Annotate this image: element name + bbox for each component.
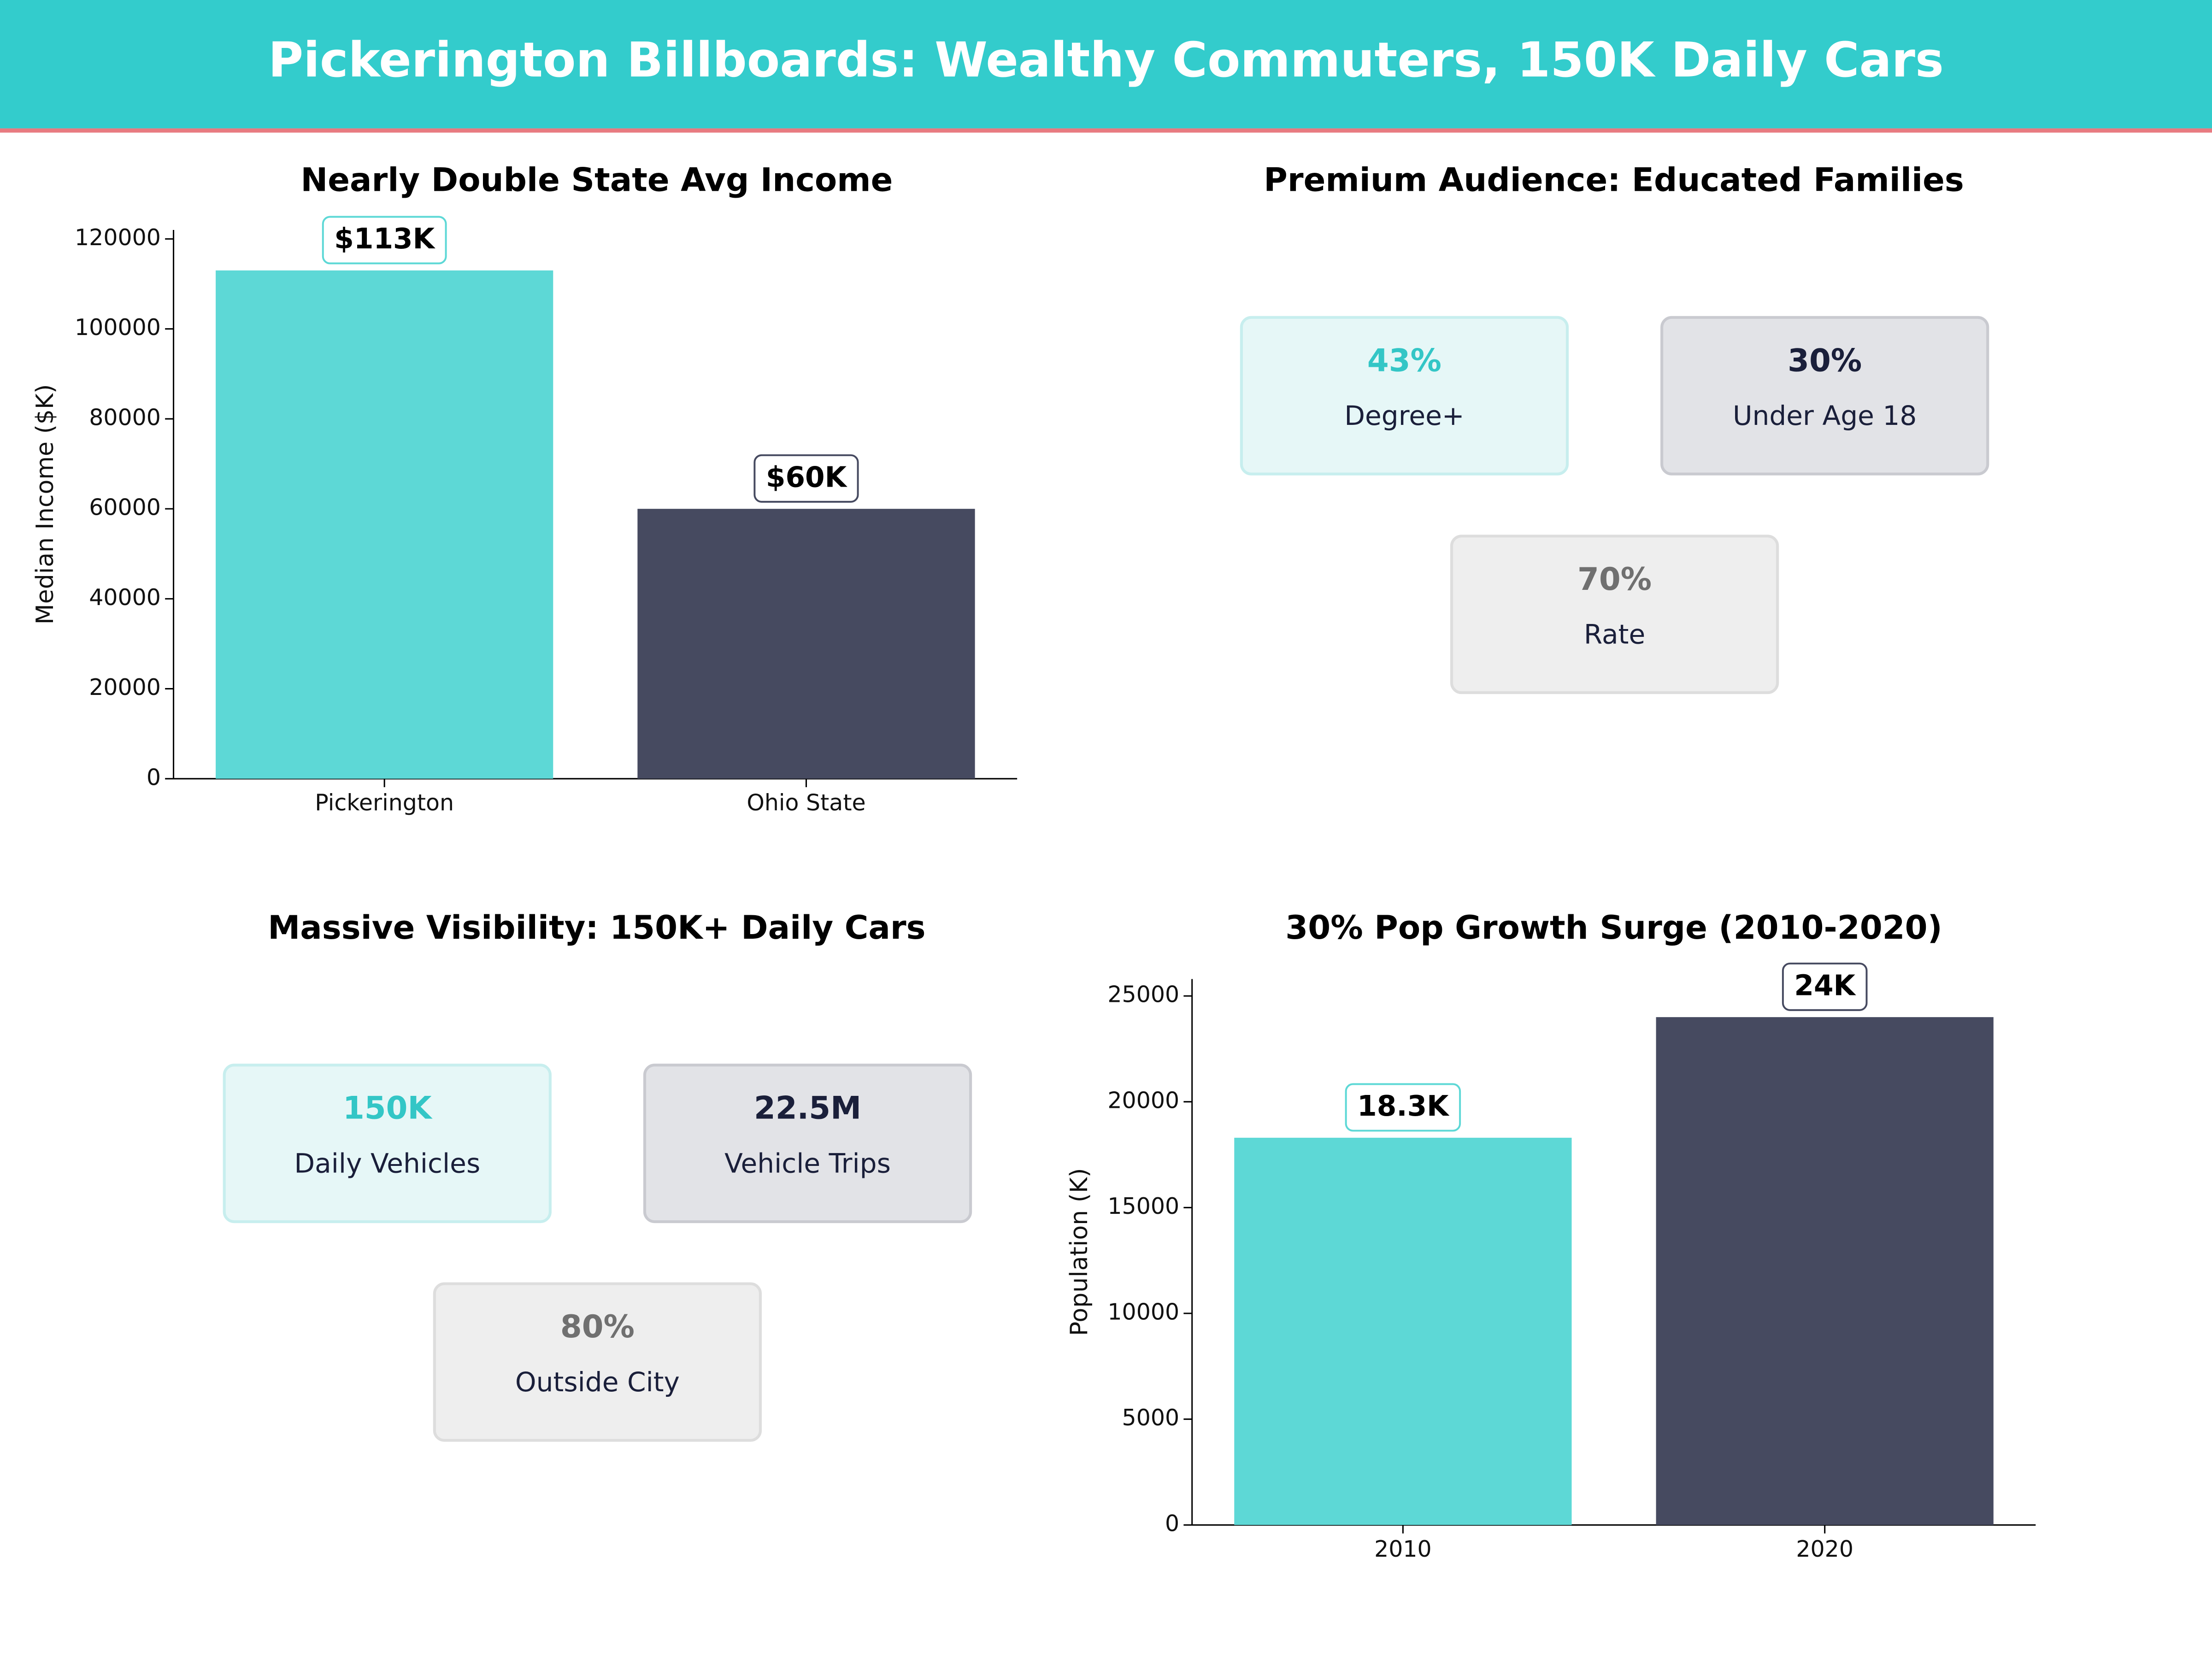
stat-card [1240, 316, 1569, 476]
stat-value: 70% [1577, 561, 1652, 597]
value-label: 18.3K [1357, 1090, 1450, 1123]
y-tick-label: 5000 [1122, 1405, 1180, 1431]
panel-title: 30% Pop Growth Surge (2010-2020) [1285, 909, 1942, 947]
stat-label: Daily Vehicles [294, 1148, 480, 1179]
stat-value: 80% [560, 1308, 635, 1345]
panel-title: Massive Visibility: 150K+ Daily Cars [268, 909, 925, 947]
y-tick-label: 60000 [89, 494, 161, 521]
stat-card [1660, 316, 1989, 476]
panel-title: Nearly Double State Avg Income [300, 161, 893, 199]
stat-card [433, 1282, 762, 1442]
value-label: $60K [766, 461, 848, 494]
bar [1234, 1137, 1572, 1525]
stat-label: Rate [1584, 619, 1645, 650]
stat-value: 22.5M [754, 1090, 861, 1126]
stat-value: 30% [1788, 342, 1862, 378]
x-tick-label: 2010 [1374, 1536, 1432, 1562]
value-label-box [322, 216, 447, 265]
panel-title: Premium Audience: Educated Families [1264, 161, 1964, 199]
y-axis-label: Population (K) [1065, 1168, 1093, 1336]
x-tick-label: Ohio State [747, 789, 865, 816]
y-tick-label: 0 [1165, 1511, 1179, 1537]
stat-card [1450, 535, 1779, 694]
value-label: $113K [334, 223, 435, 255]
value-label-box [753, 454, 859, 503]
value-label-box [1345, 1083, 1461, 1132]
y-tick-label: 25000 [1107, 982, 1179, 1008]
value-label-box [1782, 962, 1868, 1011]
y-tick-label: 0 [147, 764, 161, 790]
value-label: 24K [1794, 969, 1856, 1002]
stat-value: 43% [1367, 342, 1441, 378]
bar [216, 270, 553, 779]
x-tick-label: Pickerington [315, 789, 454, 816]
y-axis-label: Median Income ($K) [31, 384, 59, 625]
y-tick-label: 100000 [75, 314, 161, 341]
bar [637, 509, 975, 779]
stat-label: Vehicle Trips [724, 1148, 891, 1179]
header-rule [0, 128, 2212, 133]
header-title: Pickerington Billboards: Wealthy Commute… [268, 32, 1944, 88]
stat-label: Outside City [515, 1366, 680, 1398]
y-tick-label: 120000 [75, 224, 161, 251]
stat-label: Degree+ [1344, 400, 1464, 431]
stat-value: 150K [343, 1090, 433, 1126]
bar [1656, 1017, 1994, 1525]
y-tick-label: 20000 [1107, 1087, 1179, 1113]
y-tick-label: 20000 [89, 674, 161, 700]
stat-card [223, 1064, 552, 1224]
header-band [0, 0, 2212, 129]
y-tick-label: 40000 [89, 584, 161, 611]
stat-card [643, 1064, 972, 1224]
y-tick-label: 15000 [1107, 1193, 1179, 1219]
y-tick-label: 80000 [89, 404, 161, 430]
x-tick-label: 2020 [1796, 1536, 1853, 1562]
stat-label: Under Age 18 [1733, 400, 1917, 431]
y-tick-label: 10000 [1107, 1299, 1179, 1325]
